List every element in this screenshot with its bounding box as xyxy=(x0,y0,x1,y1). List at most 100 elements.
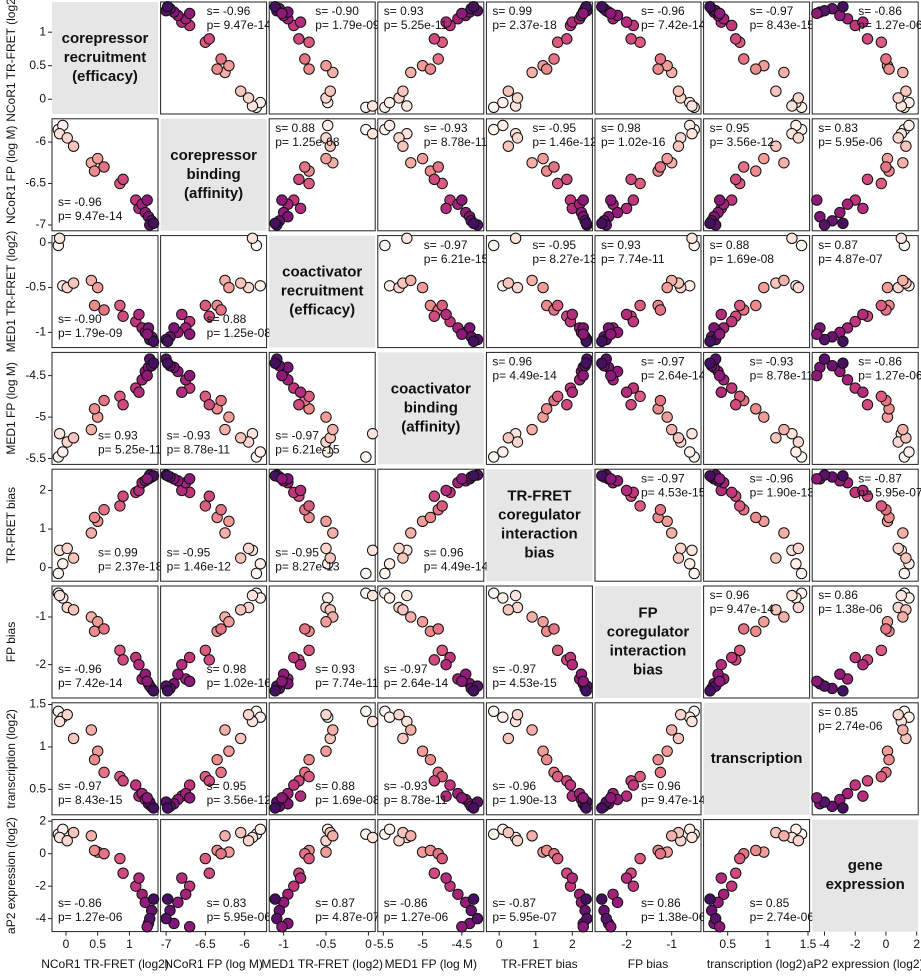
y-tick-label: -6 xyxy=(35,134,46,148)
point xyxy=(405,724,417,736)
y-axis-label: aP2 expression (log2) xyxy=(4,817,18,934)
point xyxy=(176,308,188,321)
point xyxy=(750,403,762,415)
point xyxy=(161,685,174,697)
point xyxy=(114,500,126,512)
point xyxy=(566,658,578,671)
stat-label: s= -0.97 xyxy=(641,355,685,369)
point xyxy=(360,567,372,580)
point xyxy=(841,787,854,800)
point xyxy=(726,19,738,32)
point xyxy=(672,85,685,97)
stat-label: s= -0.95 xyxy=(167,545,211,559)
x-axis-label: TR-FRET bias xyxy=(501,957,577,971)
y-tick-label: -4 xyxy=(35,911,46,925)
stat-label: s= 0.88 xyxy=(207,312,247,326)
stat-label: p= 1.27e-06 xyxy=(858,369,921,383)
x-tick-label: -2 xyxy=(621,937,632,951)
point xyxy=(98,161,110,173)
x-axis-label: NCoR1 TR-FRET (log2) xyxy=(41,957,169,971)
point xyxy=(320,745,332,757)
y-axis-label: MED1 TR-FRET (log2) xyxy=(4,231,18,353)
point xyxy=(502,732,515,745)
point xyxy=(837,470,849,482)
point xyxy=(686,100,698,112)
diagonal-label: bias xyxy=(524,545,554,562)
stat-label: s= -0.93 xyxy=(750,355,794,369)
x-tick-label: -1 xyxy=(666,937,677,951)
point xyxy=(778,830,790,842)
point xyxy=(502,826,515,839)
point xyxy=(98,504,110,516)
stat-label: s= -0.97 xyxy=(424,238,468,252)
point xyxy=(497,592,509,604)
point xyxy=(288,651,300,664)
point xyxy=(98,304,110,316)
point xyxy=(61,835,73,847)
point xyxy=(511,132,524,144)
point xyxy=(440,308,452,321)
diagonal-box xyxy=(486,469,593,582)
point xyxy=(288,779,300,791)
point xyxy=(322,592,334,604)
stat-label: p= 3.56e-12 xyxy=(710,135,775,149)
y-axis-label: TR-FRET bias xyxy=(4,487,18,563)
point xyxy=(183,369,196,382)
point xyxy=(561,173,573,186)
x-axis-label: MED1 TR-FRET (log2) xyxy=(261,957,383,971)
x-tick-label: -1 xyxy=(278,937,289,951)
diagonal-label: FP xyxy=(638,604,657,621)
point xyxy=(488,123,500,136)
point xyxy=(548,623,560,635)
point xyxy=(366,544,379,557)
point xyxy=(223,281,235,294)
stat-label: s= 0.86 xyxy=(818,588,858,602)
point xyxy=(811,675,823,688)
point xyxy=(786,232,798,244)
stat-label: p= 7.42e-14 xyxy=(58,676,123,690)
point xyxy=(67,140,80,152)
point xyxy=(684,558,696,570)
point xyxy=(183,7,196,20)
point xyxy=(161,0,174,13)
point xyxy=(551,177,564,190)
stat-label: s= -0.96 xyxy=(492,779,536,793)
stat-label: s= 0.96 xyxy=(710,588,750,602)
panel-frame xyxy=(594,468,702,582)
point xyxy=(293,33,305,45)
point xyxy=(215,847,227,860)
stat-label: p= 1.02e-16 xyxy=(601,135,666,149)
stat-label: p= 6.21e-15 xyxy=(424,252,489,266)
point xyxy=(88,299,101,312)
point xyxy=(161,357,174,369)
point xyxy=(203,398,215,411)
stat-label: s= -0.96 xyxy=(207,4,251,18)
point xyxy=(580,893,592,905)
point xyxy=(577,194,589,206)
stat-label: s= -0.96 xyxy=(750,471,794,485)
point xyxy=(611,896,624,909)
stat-label: p= 1.27e-06 xyxy=(858,18,921,32)
point xyxy=(397,732,409,745)
point xyxy=(561,33,573,45)
point xyxy=(841,198,854,210)
stat-label: p= 8.78e-11 xyxy=(424,135,488,149)
stat-label: p= 9.47e-14 xyxy=(641,793,706,807)
stat-label: p= 1.69e-08 xyxy=(315,793,380,807)
point xyxy=(467,0,480,13)
diagonal-label: coregulator xyxy=(607,623,690,640)
point xyxy=(327,724,339,736)
stat-label: s= -0.93 xyxy=(384,779,428,793)
point xyxy=(634,500,646,512)
y-tick-label: 0.5 xyxy=(29,58,46,72)
point xyxy=(269,217,281,230)
point xyxy=(857,202,869,215)
point xyxy=(393,542,405,555)
stat-label: s= -0.90 xyxy=(315,4,359,18)
point xyxy=(675,708,687,721)
diagonal-label: corepressor xyxy=(170,147,257,164)
point xyxy=(432,53,444,65)
point xyxy=(502,85,515,97)
point xyxy=(428,33,441,45)
point xyxy=(900,140,912,152)
